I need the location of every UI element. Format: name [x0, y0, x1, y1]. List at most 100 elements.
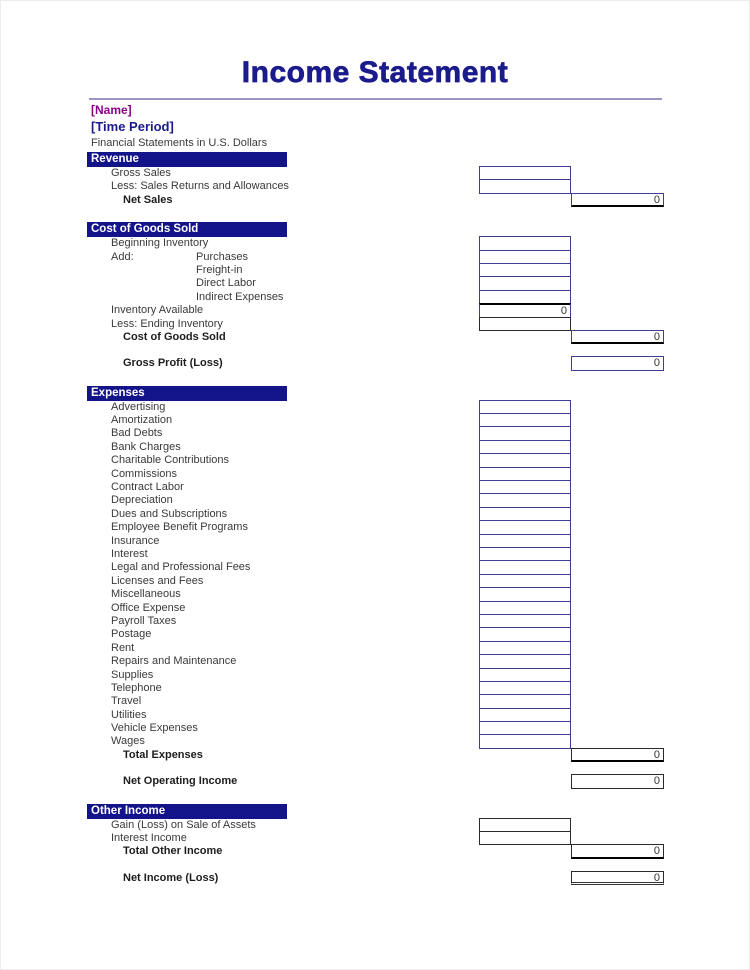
section-header-other-income: Other Income: [87, 803, 287, 819]
row-label: Gain (Loss) on Sale of Assets: [111, 818, 256, 831]
amount-cell-input[interactable]: [479, 316, 571, 331]
amount-cell-input[interactable]: [479, 166, 571, 181]
amount-cell-input[interactable]: [479, 721, 571, 736]
row-label: Advertising: [111, 400, 166, 413]
amount-cell-input[interactable]: [479, 627, 571, 642]
amount-cell-input[interactable]: [479, 667, 571, 682]
row-label: Licenses and Fees: [111, 574, 204, 587]
amount-cell-input[interactable]: [479, 600, 571, 615]
amount-cell-total[interactable]: 0: [571, 870, 664, 886]
table-row: Travel: [87, 694, 664, 709]
amount-cell-total[interactable]: 0: [571, 774, 664, 789]
amount-cell-total[interactable]: 0: [571, 747, 664, 763]
row-label: Net Operating Income: [123, 775, 238, 788]
row-label: Gross Profit (Loss): [123, 357, 223, 370]
amount-cell-input[interactable]: [479, 707, 571, 723]
amount-cell-input[interactable]: [479, 831, 571, 846]
amount-cell-input[interactable]: [479, 817, 571, 833]
amount-cell-input[interactable]: [479, 399, 571, 415]
table-row: Legal and Professional Fees: [87, 560, 664, 575]
amount-cell-input[interactable]: [479, 426, 571, 441]
amount-cell-input[interactable]: [479, 236, 571, 251]
table-row: Gross Sales: [87, 166, 664, 181]
row-label: Gross Sales: [111, 167, 171, 179]
amount-cell-input[interactable]: [479, 179, 571, 194]
table-row: Beginning Inventory: [87, 236, 664, 251]
amount-cell-input[interactable]: [479, 493, 571, 508]
row-label: Total Expenses: [123, 748, 203, 761]
table-row: Advertising: [87, 399, 664, 415]
row-label: Less: Sales Returns and Allowances: [111, 180, 289, 193]
amount-cell-input[interactable]: [479, 466, 571, 482]
table-row: Vehicle Expenses: [87, 721, 664, 736]
row-label: Miscellaneous: [111, 588, 181, 601]
amount-cell-input[interactable]: [479, 506, 571, 522]
row-label: Employee Benefit Programs: [111, 521, 248, 534]
section-expenses: Expenses Advertising Amortization Bad Debts…: [87, 385, 664, 789]
table-row: Payroll Taxes: [87, 613, 664, 629]
amount-cell-total[interactable]: 0: [571, 329, 664, 345]
amount-cell-input[interactable]: [479, 734, 571, 749]
table-row: Net Operating Income 0: [87, 774, 664, 789]
table-row: Total Expenses 0: [87, 747, 664, 763]
row-label: Rent: [111, 641, 135, 654]
table-row: Postage: [87, 627, 664, 642]
amount-cell-input[interactable]: [479, 480, 571, 495]
amount-cell-input[interactable]: [479, 573, 571, 589]
table-row: Rent: [87, 640, 664, 656]
row-sublabel: Purchases: [196, 250, 248, 263]
row-label: Bad Debts: [111, 427, 163, 440]
amount-cell-input[interactable]: [479, 613, 571, 629]
section-cost-of-goods-sold: Cost of Goods Sold Beginning Inventory Add…: [87, 222, 664, 371]
row-label: Add:: [111, 250, 134, 263]
amount-cell-input[interactable]: [479, 694, 571, 709]
table-row: Contract Labor: [87, 480, 664, 495]
amount-cell-input[interactable]: [479, 680, 571, 696]
table-row: Interest: [87, 546, 664, 562]
title-rule: [89, 98, 662, 100]
amount-cell-input[interactable]: [479, 560, 571, 575]
table-row: Indirect Expenses: [87, 289, 664, 305]
page-title: Income Statement: [241, 56, 509, 90]
table-row: Net Income (Loss) 0: [87, 870, 664, 886]
amount-cell-input[interactable]: [479, 533, 571, 548]
time-period-placeholder[interactable]: [Time Period]: [91, 119, 174, 134]
row-label: Office Expense: [111, 601, 186, 614]
row-label: Inventory Available: [111, 304, 204, 317]
row-label: Vehicle Expenses: [111, 722, 198, 735]
row-label: Repairs and Maintenance: [111, 655, 237, 668]
row-label: Utilities: [111, 708, 147, 721]
row-label: Net Income (Loss): [123, 871, 219, 884]
row-sublabel: Indirect Expenses: [196, 290, 284, 303]
amount-cell-total[interactable]: 0: [571, 844, 664, 859]
row-label: Telephone: [111, 681, 162, 694]
amount-cell-input[interactable]: [479, 640, 571, 656]
amount-cell-input[interactable]: [479, 439, 571, 455]
amount-cell-input[interactable]: [479, 587, 571, 602]
amount-cell-input[interactable]: [479, 654, 571, 669]
amount-cell-input[interactable]: [479, 289, 571, 305]
table-row: Gross Profit (Loss) 0: [87, 356, 664, 371]
amount-cell-total[interactable]: 0: [479, 303, 571, 318]
row-label: Insurance: [111, 534, 160, 547]
table-row: Commissions: [87, 466, 664, 482]
amount-cell-input[interactable]: [479, 249, 571, 264]
amount-cell-input[interactable]: [479, 520, 571, 535]
amount-cell-input[interactable]: [479, 276, 571, 291]
row-label: Beginning Inventory: [111, 237, 209, 250]
section-header-cost-of-goods-sold: Cost of Goods Sold: [87, 222, 287, 238]
company-name-placeholder[interactable]: [Name]: [91, 103, 132, 117]
sections: Revenue Gross Sales Less: Sales Returns an…: [87, 152, 664, 886]
amount-cell-total[interactable]: 0: [571, 192, 664, 208]
table-row: Amortization: [87, 413, 664, 428]
amount-cell-total[interactable]: 0: [571, 356, 664, 371]
table-row: Employee Benefit Programs: [87, 520, 664, 535]
amount-cell-input[interactable]: [479, 262, 571, 278]
table-row: Direct Labor: [87, 276, 664, 291]
amount-cell-input[interactable]: [479, 413, 571, 428]
row-label: Bank Charges: [111, 440, 181, 453]
row-label: Payroll Taxes: [111, 614, 177, 627]
row-label: Commissions: [111, 467, 178, 480]
amount-cell-input[interactable]: [479, 453, 571, 468]
amount-cell-input[interactable]: [479, 546, 571, 562]
